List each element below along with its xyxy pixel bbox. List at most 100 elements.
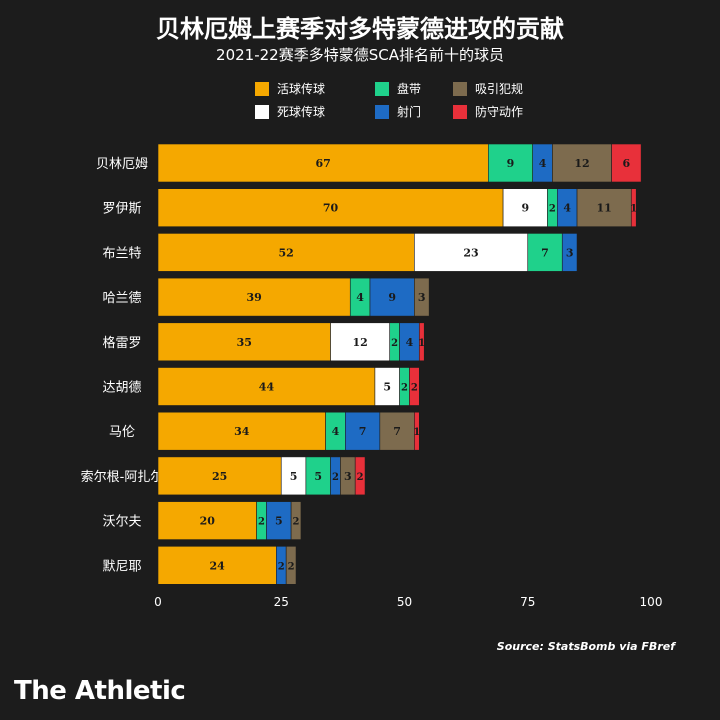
bar-segment (414, 277, 430, 317)
bar-value-label: 20 (200, 515, 216, 528)
bar-segment (369, 277, 415, 317)
bar-value-label: 5 (383, 381, 391, 394)
legend-label: 吸引犯规 (475, 82, 524, 96)
bar-segment (374, 367, 400, 406)
bar-value-label: 3 (418, 291, 426, 304)
bar-value-label: 2 (357, 472, 364, 483)
legend-swatch (255, 81, 269, 96)
bar-value-label: 25 (212, 470, 227, 483)
bar-value-label: 52 (279, 246, 294, 259)
bar-value-label: 2 (293, 517, 300, 528)
x-tick-label: 0 (154, 595, 162, 609)
bar-value-label: 2 (411, 383, 418, 394)
chart-title: 贝林厄姆上赛季对多特蒙德进攻的贡献 (156, 15, 564, 43)
x-tick-label: 25 (274, 595, 289, 609)
bar-value-label: 2 (258, 517, 265, 528)
bar-segment (414, 411, 420, 451)
legend-item-dead-ball-pass: 死球传球 (255, 103, 375, 120)
category-label: 格雷罗 (102, 335, 141, 351)
bar-value-label: 70 (323, 202, 339, 215)
category-label: 索尔根-阿扎尔 (81, 470, 164, 485)
bar-segment (157, 411, 326, 451)
legend-item-defensive-action: 防守动作 (453, 103, 563, 120)
bar-segment (488, 143, 533, 183)
bar-value-label: 34 (234, 425, 250, 438)
category-label: 达胡德 (102, 381, 141, 396)
bar-segment (354, 456, 366, 496)
bar-value-label: 4 (539, 157, 547, 170)
bar-segment (266, 501, 292, 540)
bar-value-label: 5 (314, 470, 322, 483)
bar-segment (157, 277, 351, 317)
bar-value-label: 9 (388, 291, 396, 304)
bar-segment (502, 188, 548, 227)
bar-segment (157, 322, 331, 362)
legend-item-shot: 射门 (375, 103, 453, 120)
bar-value-label: 67 (315, 157, 330, 170)
bar-value-label: 2 (549, 204, 556, 215)
bar-value-label: 2 (391, 338, 398, 349)
bar-value-label: 12 (574, 157, 589, 170)
bar-value-label: 7 (393, 425, 401, 438)
bar-segment (157, 188, 504, 227)
bar-segment (305, 456, 331, 496)
bar-segment (414, 233, 529, 272)
bar-segment (561, 233, 578, 272)
legend-label: 死球传球 (277, 105, 326, 119)
bar-value-label: 4 (332, 425, 340, 438)
bar-value-label: 2 (332, 472, 339, 483)
bar-segment (611, 143, 642, 183)
bar-value-label: 23 (463, 246, 478, 259)
bar-value-label: 3 (566, 246, 574, 259)
legend-item-dribble: 盘带 (375, 80, 453, 97)
bar-value-label: 2 (278, 561, 285, 572)
bar-segment (418, 322, 425, 362)
chart-subtitle: 2021-22赛季多特蒙德SCA排名前十的球员 (216, 46, 504, 64)
category-label: 罗伊斯 (102, 202, 141, 217)
bar-segment (290, 501, 302, 540)
legend-label: 活球传球 (277, 82, 326, 96)
category-label: 布兰特 (102, 246, 141, 261)
bar-segment (157, 233, 415, 272)
bar-segment (576, 188, 632, 227)
bar-value-label: 39 (246, 291, 261, 304)
legend-swatch (453, 104, 467, 119)
legend-swatch (453, 81, 467, 96)
bar-segment (157, 545, 277, 585)
legend-label: 射门 (397, 105, 422, 119)
category-label: 默尼耶 (102, 558, 141, 574)
legend-label: 盘带 (397, 82, 422, 96)
bar-value-label: 7 (541, 246, 549, 259)
bar-value-label: 2 (401, 383, 408, 394)
bar-segment (280, 456, 307, 496)
legend-item-foul-drawn: 吸引犯规 (453, 80, 563, 97)
x-tick-label: 50 (397, 595, 412, 609)
bar-value-label: 35 (237, 336, 252, 349)
bar-value-label: 4 (406, 336, 414, 349)
legend-swatch (375, 81, 389, 96)
category-label: 马伦 (109, 425, 135, 440)
x-tick-label: 100 (640, 595, 663, 609)
bar-segment (157, 143, 489, 183)
bar-segment (630, 188, 637, 227)
bar-value-label: 12 (352, 336, 367, 349)
bar-value-label: 6 (623, 157, 631, 170)
bar-value-label: 11 (597, 202, 612, 215)
bar-segment (527, 233, 563, 272)
bar-segment (285, 545, 297, 585)
bar-segment (379, 411, 415, 451)
bar-value-label: 24 (210, 559, 226, 572)
bar-segment (157, 456, 282, 496)
bar-value-label: 3 (344, 470, 352, 483)
bar-value-label: 4 (563, 202, 571, 215)
legend-label: 防守动作 (475, 105, 524, 119)
bar-value-label: 9 (521, 202, 529, 215)
bar-value-label: 1 (413, 427, 420, 438)
bar-segment (345, 411, 381, 451)
bar-value-label: 9 (507, 157, 515, 170)
brand-logo: The Athletic (14, 676, 186, 706)
bar-segment (157, 501, 257, 540)
bar-segment (157, 367, 376, 406)
bar-value-label: 7 (359, 425, 367, 438)
